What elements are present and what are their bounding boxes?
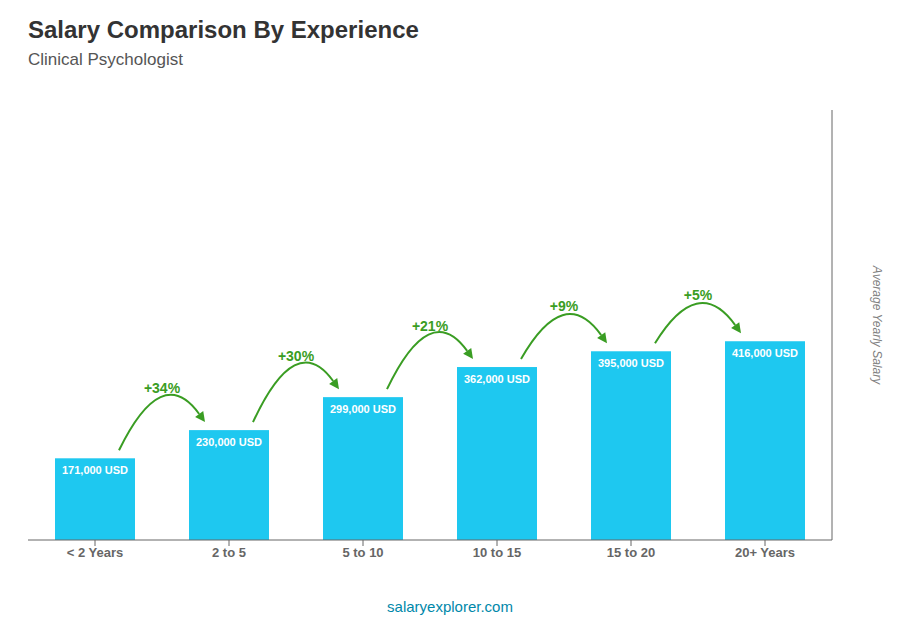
svg-text:20+ Years: 20+ Years bbox=[735, 545, 795, 560]
svg-text:< 2 Years: < 2 Years bbox=[67, 545, 124, 560]
svg-text:10 to 15: 10 to 15 bbox=[473, 545, 521, 560]
svg-text:+34%: +34% bbox=[144, 380, 181, 396]
svg-text:230,000 USD: 230,000 USD bbox=[196, 436, 262, 448]
svg-text:+30%: +30% bbox=[278, 348, 315, 364]
svg-text:+21%: +21% bbox=[412, 318, 449, 334]
svg-text:362,000 USD: 362,000 USD bbox=[464, 373, 530, 385]
svg-text:15 to 20: 15 to 20 bbox=[607, 545, 655, 560]
svg-text:299,000 USD: 299,000 USD bbox=[330, 403, 396, 415]
svg-text:416,000 USD: 416,000 USD bbox=[732, 347, 798, 359]
svg-text:Average Yearly Salary: Average Yearly Salary bbox=[870, 265, 884, 385]
html-text:Clinical Psychologist: Clinical Psychologist bbox=[28, 50, 183, 69]
svg-text:2 to 5: 2 to 5 bbox=[212, 545, 246, 560]
svg-text:171,000 USD: 171,000 USD bbox=[62, 464, 128, 476]
html-text:salaryexplorer.com: salaryexplorer.com bbox=[387, 598, 513, 615]
html-text:Salary Comparison By Experienc: Salary Comparison By Experience bbox=[28, 16, 419, 43]
svg-text:5 to 10: 5 to 10 bbox=[342, 545, 383, 560]
svg-text:395,000 USD: 395,000 USD bbox=[598, 357, 664, 369]
svg-text:+5%: +5% bbox=[684, 287, 713, 303]
svg-text:+9%: +9% bbox=[550, 298, 579, 314]
